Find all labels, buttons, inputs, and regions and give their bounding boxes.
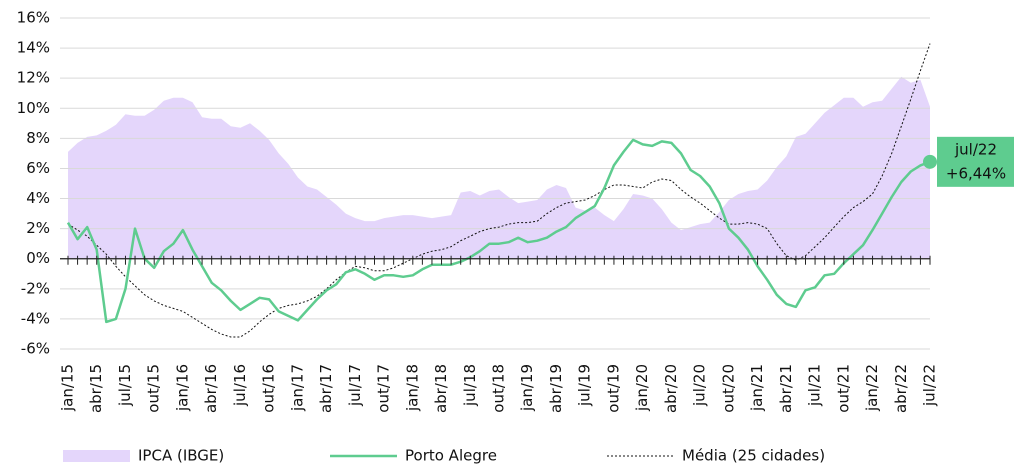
legend-label: IPCA (IBGE) [138,447,224,465]
y-tick-label: 2% [26,219,50,237]
x-tick-label: jul/17 [346,364,364,407]
x-tick-label: jul/21 [806,364,824,407]
y-tick-label: -4% [21,309,50,327]
x-tick-label: abr/19 [547,364,565,413]
annotation-box [937,136,1014,187]
x-tick-label: jan/17 [288,364,306,412]
x-tick-label: abr/22 [892,364,910,413]
x-tick-label: jan/20 [633,364,651,412]
y-tick-label: 4% [26,189,50,207]
x-tick-label: out/18 [490,364,508,413]
x-tick-label: jan/22 [863,364,881,412]
y-tick-label: 14% [17,39,50,57]
legend-label: Porto Alegre [405,447,497,465]
x-tick-label: abr/16 [202,364,220,413]
x-tick-label: jul/22 [921,364,939,407]
x-tick-label: out/16 [260,364,278,413]
annotation-text: jul/22 [954,140,997,158]
y-tick-label: 0% [26,249,50,267]
y-tick-label: 8% [26,129,50,147]
y-tick-label: -6% [21,340,50,358]
x-tick-label: jul/20 [691,364,709,407]
line [66,138,931,324]
x-tick-label: jul/15 [116,364,134,407]
y-tick-label: 6% [26,159,50,177]
annotation-text: +6,44% [946,164,1006,182]
x-tick-label: jul/16 [231,364,249,407]
y-tick-label: 16% [17,9,50,27]
x-tick-label: abr/17 [317,364,335,413]
y-tick-label: -2% [21,279,50,297]
dotted-line [67,43,931,338]
y-tick-label: 10% [17,99,50,117]
x-tick-label: jul/19 [576,364,594,407]
x-tick-label: out/20 [719,364,737,413]
x-tick-label: out/15 [145,364,163,413]
legend-label: Média (25 cidades) [682,447,825,465]
x-tick-label: out/19 [604,364,622,413]
end-marker [923,154,937,169]
x-tick-label: abr/20 [662,364,680,413]
x-tick-label: out/21 [834,364,852,413]
x-tick-label: out/17 [375,364,393,413]
x-tick-label: jan/21 [748,364,766,412]
x-tick-label: jan/19 [518,364,536,412]
x-tick-label: jan/15 [59,364,77,412]
x-tick-label: jan/18 [403,364,421,412]
legend-swatch [63,450,130,462]
x-tick-label: jul/18 [461,364,479,407]
area [68,76,930,259]
x-tick-label: abr/18 [432,364,450,413]
x-tick-label: abr/15 [87,364,105,413]
x-tick-label: abr/21 [777,364,795,413]
y-tick-label: 12% [17,69,50,87]
grid [60,17,930,350]
x-tick-label: jan/16 [173,364,191,412]
